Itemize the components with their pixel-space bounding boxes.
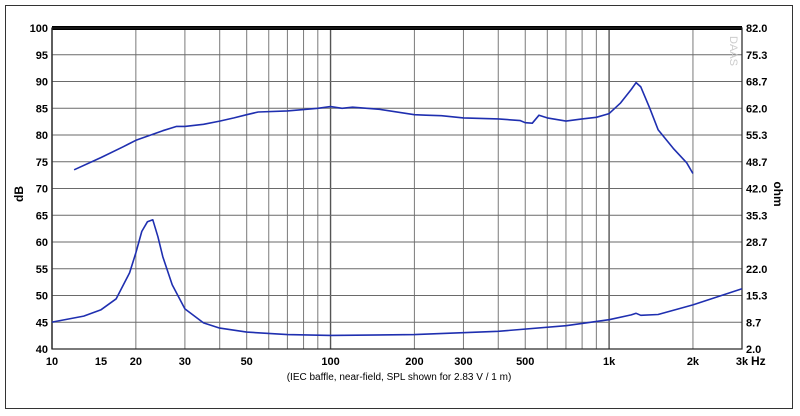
y-tick-label-right: 8.7 bbox=[746, 317, 761, 329]
y-tick-label-left: 40 bbox=[36, 344, 48, 356]
impedance-line bbox=[51, 219, 743, 337]
y-tick-label-left: 55 bbox=[36, 264, 48, 276]
y-tick-label-left: 80 bbox=[36, 130, 48, 142]
y-tick-label-right: 28.7 bbox=[746, 237, 767, 249]
y-tick-label-right: 22.0 bbox=[746, 264, 767, 276]
daas-watermark: DAAS bbox=[727, 36, 739, 66]
y-tick-label-right: 68.7 bbox=[746, 77, 767, 89]
plot-border bbox=[51, 27, 743, 350]
y-tick-label-left: 75 bbox=[36, 157, 48, 169]
y-tick-label-left: 65 bbox=[36, 210, 48, 222]
y-axis-label-right: ohm bbox=[771, 181, 785, 206]
x-tick-label: 300 bbox=[454, 356, 472, 368]
x-tick-label: 200 bbox=[405, 356, 423, 368]
y-tick-label-left: 60 bbox=[36, 237, 48, 249]
x-tick-label: 20 bbox=[130, 356, 142, 368]
y-tick-label-right: 62.0 bbox=[746, 103, 767, 115]
y-axis-label-left: dB bbox=[12, 186, 26, 202]
y-tick-label-right: 48.7 bbox=[746, 157, 767, 169]
x-tick-label: 1k bbox=[603, 356, 616, 368]
y-tick-label-left: 85 bbox=[36, 103, 48, 115]
x-axis-unit-label: Hz bbox=[751, 354, 766, 368]
spl-response-line bbox=[73, 81, 694, 174]
chart-frame: 40 45 50 55 60 65 70 75 80 85 90 95 100 2.0 8.7 15.3 22.… bbox=[5, 5, 793, 409]
measurement-footnote: (IEC baffle, near-field, SPL shown for 2… bbox=[287, 372, 512, 383]
series-layer bbox=[51, 81, 743, 337]
x-tick-label: 10 bbox=[46, 356, 58, 368]
x-tick-label: 15 bbox=[95, 356, 107, 368]
y-tick-label-left: 45 bbox=[36, 317, 48, 329]
y-tick-label-left: 70 bbox=[36, 184, 48, 196]
y-tick-label-left: 95 bbox=[36, 50, 48, 62]
grid-layer bbox=[51, 26, 743, 350]
y-tick-label-right: 55.3 bbox=[746, 130, 767, 142]
frequency-response-chart: 40 45 50 55 60 65 70 75 80 85 90 95 100 2.0 8.7 15.3 22.… bbox=[12, 23, 785, 383]
y-tick-label-right: 15.3 bbox=[746, 291, 767, 303]
y-tick-label-left: 50 bbox=[36, 291, 48, 303]
y-tick-label-right: 82.0 bbox=[746, 23, 767, 35]
y-tick-label-right: 75.3 bbox=[746, 50, 767, 62]
x-tick-label: 50 bbox=[241, 356, 253, 368]
y-tick-label-right: 2.0 bbox=[746, 344, 761, 356]
x-tick-label: 500 bbox=[516, 356, 534, 368]
y-tick-label-right: 42.0 bbox=[746, 184, 767, 196]
x-tick-label: 30 bbox=[179, 356, 191, 368]
y-tick-label-left: 100 bbox=[30, 23, 48, 35]
y-tick-label-right: 35.3 bbox=[746, 210, 767, 222]
x-tick-label: 2k bbox=[687, 356, 700, 368]
y-tick-label-left: 90 bbox=[36, 77, 48, 89]
x-tick-label: 3k bbox=[736, 356, 749, 368]
tick-label-layer: 40 45 50 55 60 65 70 75 80 85 90 95 100 2.0 8.7 15.3 22.… bbox=[30, 23, 768, 368]
x-tick-label: 100 bbox=[321, 356, 339, 368]
